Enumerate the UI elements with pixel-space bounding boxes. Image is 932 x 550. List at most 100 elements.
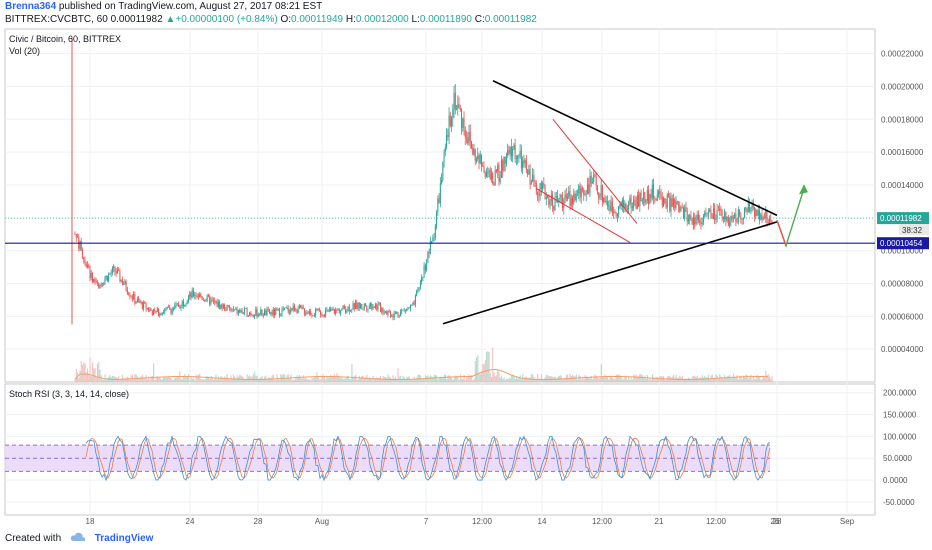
candle-body [197,296,199,298]
candle-body [307,312,309,314]
candle-body [330,309,332,312]
rsi-tick-label: 100.0000 [883,432,917,441]
candle-body [409,305,411,309]
volume-bar [240,375,242,382]
volume-bar [564,378,566,382]
volume-bar [153,363,155,382]
volume-bar [658,378,660,382]
volume-bar [523,377,525,382]
volume-bar [734,377,736,382]
candle-body [100,283,102,287]
candle-body [507,150,509,156]
candle-body [126,289,128,294]
tradingview-brand[interactable]: TradingView [94,533,154,545]
candle-body [716,210,718,219]
candle-body [684,207,686,219]
time-tick-label: 24 [186,517,195,526]
candle-body [640,192,642,201]
candle-body [146,307,148,309]
volume-bar [103,379,105,382]
volume-bar [500,375,503,382]
candle-body [271,312,273,316]
volume-bar [428,377,430,382]
candle-body [427,252,429,263]
candle-body [300,305,302,308]
candle-body [212,299,214,301]
volume-bar [277,379,279,382]
candle-body [692,217,694,225]
candle-body [644,192,646,203]
candle-body [725,212,727,221]
candle-body [296,310,298,314]
high-label: H: [345,14,356,25]
volume-bar [288,378,291,382]
candle-body [163,312,165,314]
candle-body [190,293,192,298]
price-axis[interactable]: 0.00004000 0.00006000 0.00008000 0.00010000… [881,50,924,355]
candle-body [560,194,562,198]
candle-body [467,137,469,144]
volume-bar [655,377,657,382]
candle-body [125,281,127,290]
candle-body [712,208,714,219]
time-tick-label: 18 [86,517,95,526]
candle-body [181,301,183,306]
candle-body [276,309,278,311]
candle-body [252,314,254,317]
candle-body [508,150,510,154]
candle-body [129,294,131,297]
volume-bar [220,376,222,382]
candle-body [222,304,224,309]
candle-body [572,197,574,204]
volume-bar [187,374,190,382]
candle-body [113,266,115,268]
candle-body [421,277,423,282]
candle-body [614,211,616,213]
candle-body [317,308,319,310]
volume-bar [144,378,146,382]
candle-body [149,309,151,311]
projection-arrow-head [799,184,808,195]
volume-bar [586,377,589,382]
candle-body [295,310,297,312]
volume-bars [74,347,773,382]
volume-bar [313,376,316,382]
candle-body [227,305,229,307]
volume-bar [206,376,208,382]
volume-bar [275,379,277,382]
candle-body [358,302,360,309]
volume-bar [336,372,338,382]
volume-bar [755,379,757,382]
candle-body [103,283,105,285]
candle-body [570,197,572,207]
volume-bar [360,378,362,382]
candle-body [532,174,534,182]
candle-body [115,271,117,274]
author-link[interactable]: Brenna364 [5,1,57,12]
candle-body [257,314,259,317]
candle-body [659,191,661,195]
rsi-axis[interactable]: -50.0000 0.0000 50.0000 100.0000 150.0000 200… [883,389,917,507]
candle-body [145,303,147,309]
volume-bar [340,378,342,382]
candle-body [371,303,373,309]
volume-bar [367,378,369,382]
trend-drawings[interactable] [5,79,875,325]
candle-body [379,303,381,312]
created-with-text: Created with [5,533,62,545]
candle-body [628,204,630,210]
volume-bar [535,378,538,382]
volume-bar [614,378,616,382]
candle-body [638,195,640,207]
candle-body [500,160,502,178]
candle-body [109,274,111,275]
volume-bar [752,375,754,382]
volume-bar [756,374,758,382]
candle-body [746,209,748,212]
candle-body [226,305,228,311]
volume-bar [111,375,114,382]
volume-bar [459,374,461,382]
candle-body [493,184,495,186]
